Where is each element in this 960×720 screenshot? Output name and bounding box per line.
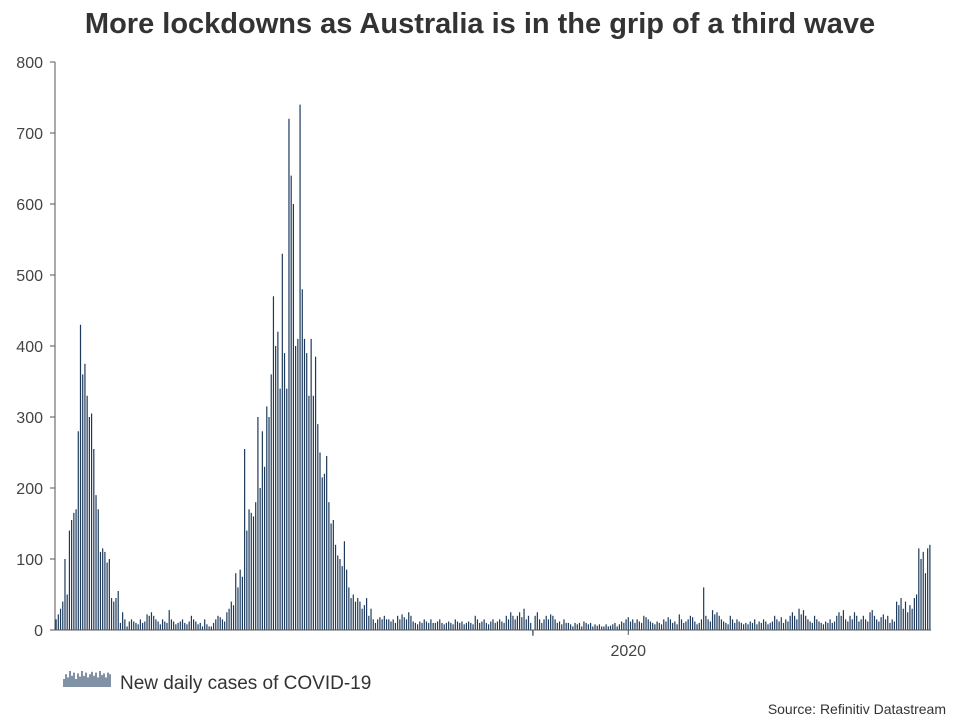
- y-tick-label: 400: [16, 339, 43, 356]
- source-label: Source: Refinitiv Datastream: [768, 701, 946, 717]
- legend-label: New daily cases of COVID-19: [120, 673, 371, 694]
- y-tick-label: 800: [16, 55, 43, 72]
- y-tick-label: 700: [16, 126, 43, 143]
- legend: New daily cases of COVID-19: [63, 671, 371, 694]
- y-tick-label: 600: [16, 197, 43, 214]
- y-tick-label: 0: [34, 623, 43, 640]
- legend-swatch-icon: [63, 671, 111, 687]
- bar-series-new-daily-cases: [55, 104, 931, 636]
- x-tick-label: 2020: [610, 643, 646, 660]
- y-axis-ticks: 0 100 200 300 400 500 600 700 800: [16, 55, 55, 640]
- y-tick-label: 500: [16, 268, 43, 285]
- x-axis-ticks: 20202021: [610, 630, 646, 660]
- y-tick-label: 300: [16, 410, 43, 427]
- y-tick-label: 200: [16, 481, 43, 498]
- y-tick-label: 100: [16, 552, 43, 569]
- chart-title: More lockdowns as Australia is in the gr…: [84, 8, 876, 40]
